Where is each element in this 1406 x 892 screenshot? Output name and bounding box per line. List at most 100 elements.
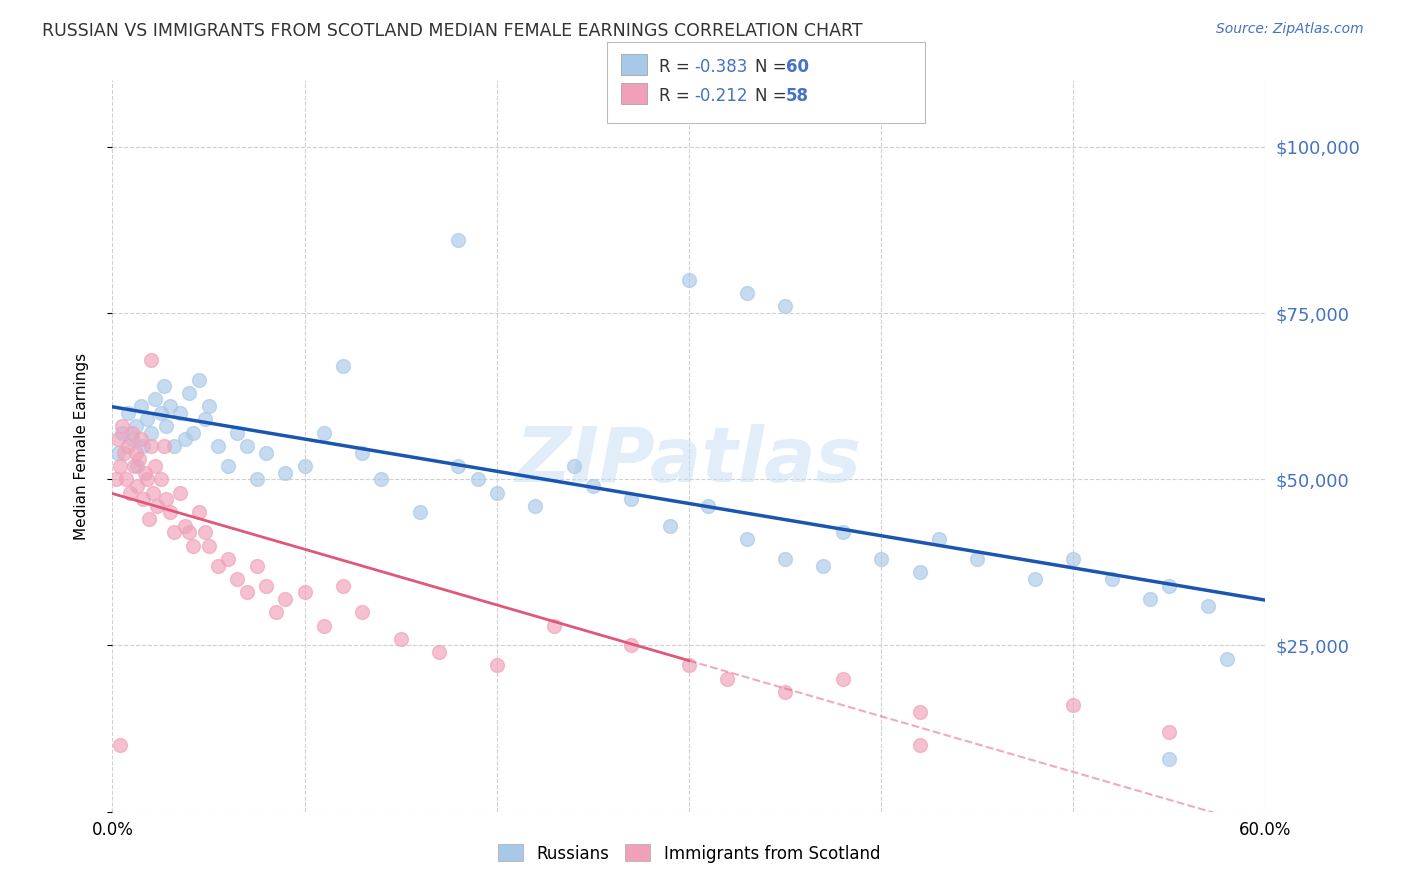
Point [169,485,191,500]
Point [127,458,149,473]
Point [620,639,643,653]
Point [143,458,166,473]
Point [163,439,186,453]
Point [139,352,162,367]
Point [107,445,129,459]
Point [389,632,412,646]
Point [117,439,139,453]
Point [562,458,585,473]
Point [134,466,156,480]
Point [352,445,374,459]
Point [908,738,931,752]
Point [179,385,201,400]
Point [294,585,316,599]
Point [264,605,287,619]
Point [1024,572,1046,586]
Point [139,439,162,453]
Point [1101,572,1123,586]
Text: -0.212: -0.212 [695,87,748,105]
Point [870,552,893,566]
Point [332,359,354,374]
Point [194,412,217,426]
Point [1197,599,1219,613]
Point [274,591,297,606]
Point [194,525,217,540]
Point [773,552,796,566]
Point [122,458,145,473]
Point [149,406,172,420]
Point [908,566,931,580]
Point [254,579,277,593]
Point [735,286,758,301]
Point [163,525,186,540]
Point [108,458,131,473]
Point [831,672,853,686]
Point [427,645,450,659]
Point [127,479,149,493]
Point [112,445,135,459]
Point [181,425,204,440]
Point [447,233,470,247]
Point [169,406,191,420]
Point [207,558,229,573]
Point [447,458,470,473]
Point [197,539,219,553]
Point [153,439,176,453]
Y-axis label: Median Female Earnings: Median Female Earnings [75,352,89,540]
Point [117,406,139,420]
Point [1139,591,1161,606]
Point [246,472,269,486]
Point [132,492,155,507]
Point [678,658,700,673]
Point [697,499,720,513]
Point [121,425,143,440]
Point [145,499,167,513]
Point [124,445,146,459]
Point [129,433,153,447]
Point [111,419,134,434]
Point [735,532,758,546]
Point [108,738,131,752]
Point [1159,579,1181,593]
Point [155,492,177,507]
Point [149,472,172,486]
Point [485,658,508,673]
Point [312,425,335,440]
Point [312,618,335,632]
Point [370,472,392,486]
Point [966,552,988,566]
Point [332,579,354,593]
Point [928,532,950,546]
Point [658,518,681,533]
Text: R =: R = [659,87,696,105]
Point [236,585,259,599]
Point [128,452,150,467]
Point [153,379,176,393]
Point [246,558,269,573]
Point [111,425,134,440]
Point [138,512,160,526]
Point [217,458,239,473]
Point [118,485,141,500]
Point [188,372,211,386]
Point [121,433,143,447]
Point [1216,652,1239,666]
Point [159,399,181,413]
Text: N =: N = [755,87,792,105]
Point [908,705,931,719]
Point [226,425,249,440]
Point [136,412,159,426]
Point [1062,552,1084,566]
Point [716,672,738,686]
Point [813,558,835,573]
Point [115,472,138,486]
Text: N =: N = [755,58,792,76]
Point [467,472,489,486]
Point [179,525,201,540]
Point [524,499,547,513]
Point [773,685,796,699]
Text: 60: 60 [786,58,808,76]
Point [543,618,565,632]
Point [485,485,508,500]
Point [1062,698,1084,713]
